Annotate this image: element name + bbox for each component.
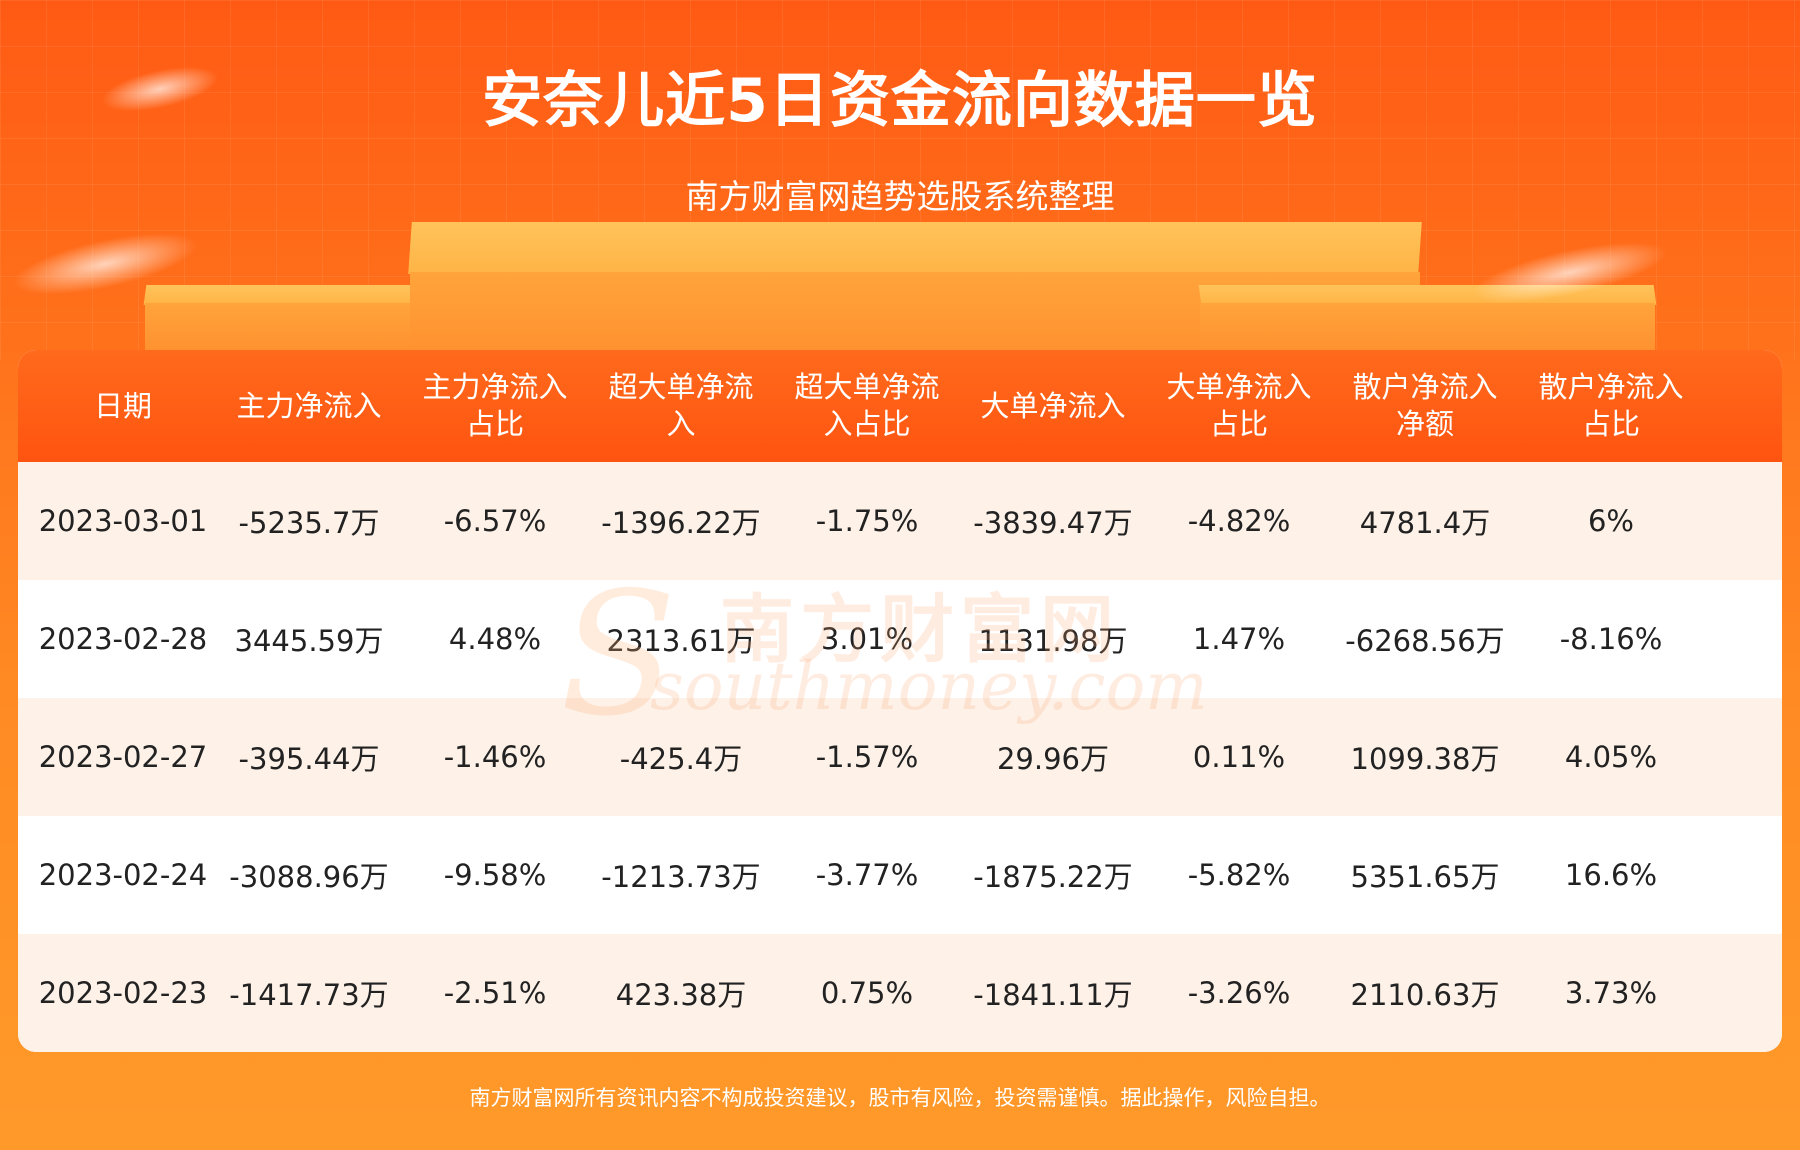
column-header-large-net-inflow: 大单净流入 <box>980 388 1126 423</box>
deco-box-center-top <box>408 222 1422 274</box>
column-header-date: 日期 <box>93 388 152 423</box>
table-cell-date: 2023-02-24 <box>38 858 208 892</box>
table-row: 2023-02-27 -395.44万 -1.46% -425.4万 -1.57… <box>18 698 1782 816</box>
table-cell: 3445.59万 <box>234 624 384 658</box>
table-cell: -1417.73万 <box>229 978 389 1012</box>
column-header-main-net-inflow: 主力净流入 <box>236 388 382 423</box>
table-cell: -1396.22万 <box>601 506 761 540</box>
table-row: 2023-02-28 3445.59万 4.48% 2313.61万 3.01%… <box>18 580 1782 698</box>
column-header-super-large-net-inflow: 超大单净流入 <box>608 370 754 441</box>
table-cell-date: 2023-02-28 <box>38 622 208 656</box>
table-cell-date: 2023-02-27 <box>38 740 208 774</box>
table-cell: -4.82% <box>1187 504 1291 538</box>
table-cell: -1841.11万 <box>973 978 1133 1012</box>
table-cell: -9.58% <box>443 858 547 892</box>
table-row: 2023-02-23 -1417.73万 -2.51% 423.38万 0.75… <box>18 934 1782 1052</box>
table-cell: 1099.38万 <box>1350 742 1500 776</box>
column-header-large-net-inflow-ratio: 大单净流入 占比 <box>1166 370 1312 441</box>
table-cell: 423.38万 <box>615 978 747 1012</box>
table-cell: 1131.98万 <box>978 624 1128 658</box>
table-cell: 2313.61万 <box>606 624 756 658</box>
table-cell: -1213.73万 <box>601 860 761 894</box>
table-cell: -3088.96万 <box>229 860 389 894</box>
table-cell: -1875.22万 <box>973 860 1133 894</box>
table-cell: 4.05% <box>1564 740 1658 774</box>
table-cell: 5351.65万 <box>1350 860 1500 894</box>
deco-box-right-face <box>1200 303 1655 350</box>
table-cell: -3.26% <box>1187 976 1291 1010</box>
table-cell: -1.46% <box>443 740 547 774</box>
column-header-super-large-net-inflow-ratio: 超大单净流 入占比 <box>794 370 940 441</box>
table-cell: 2110.63万 <box>1350 978 1500 1012</box>
table-cell: 6% <box>1587 504 1634 538</box>
table-cell: -425.4万 <box>619 742 743 776</box>
table-cell: 16.6% <box>1564 858 1658 892</box>
table-cell: -3.77% <box>815 858 919 892</box>
footer-disclaimer: 南方财富网所有资讯内容不构成投资建议，股市有风险，投资需谨慎。据此操作，风险自担… <box>469 1086 1331 1110</box>
table-cell: 29.96万 <box>996 742 1110 776</box>
table-cell-date: 2023-02-23 <box>38 976 208 1010</box>
column-header-retail-net-inflow-ratio: 散户净流入 占比 <box>1538 370 1684 441</box>
page-subtitle: 南方财富网趋势选股系统整理 <box>685 177 1115 216</box>
table-cell: -395.44万 <box>238 742 380 776</box>
table-cell: 0.11% <box>1192 740 1286 774</box>
table-cell: -1.57% <box>815 740 919 774</box>
table-row: 2023-02-24 -3088.96万 -9.58% -1213.73万 -3… <box>18 816 1782 934</box>
table-cell-date: 2023-03-01 <box>38 504 208 538</box>
column-header-main-net-inflow-ratio: 主力净流入 占比 <box>422 370 568 441</box>
table-cell: 3.73% <box>1564 976 1658 1010</box>
table-cell: 4.48% <box>448 622 542 656</box>
table-cell: 3.01% <box>820 622 914 656</box>
table-cell: -6268.56万 <box>1345 624 1505 658</box>
table-cell: -1.75% <box>815 504 919 538</box>
table-header: 日期 主力净流入 主力净流入 占比 超大单净流入 超大单净流 入占比 大单净流入 大… <box>18 350 1782 462</box>
table-cell: 0.75% <box>820 976 914 1010</box>
table-cell: -5.82% <box>1187 858 1291 892</box>
column-header-retail-net-inflow: 散户净流入 净额 <box>1352 370 1498 441</box>
table-cell: -2.51% <box>443 976 547 1010</box>
table-cell: -3839.47万 <box>973 506 1133 540</box>
fund-flow-table: 日期 主力净流入 主力净流入 占比 超大单净流入 超大单净流 入占比 大单净流入 大… <box>18 350 1782 1052</box>
table-row: 2023-03-01 -5235.7万 -6.57% -1396.22万 -1.… <box>18 462 1782 580</box>
table-cell: -6.57% <box>443 504 547 538</box>
table-cell: 4781.4万 <box>1359 506 1491 540</box>
table-cell: -5235.7万 <box>238 506 380 540</box>
table-cell: 1.47% <box>1192 622 1286 656</box>
page-title: 安奈儿近5日资金流向数据一览 <box>482 66 1318 136</box>
table-cell: -8.16% <box>1559 622 1663 656</box>
